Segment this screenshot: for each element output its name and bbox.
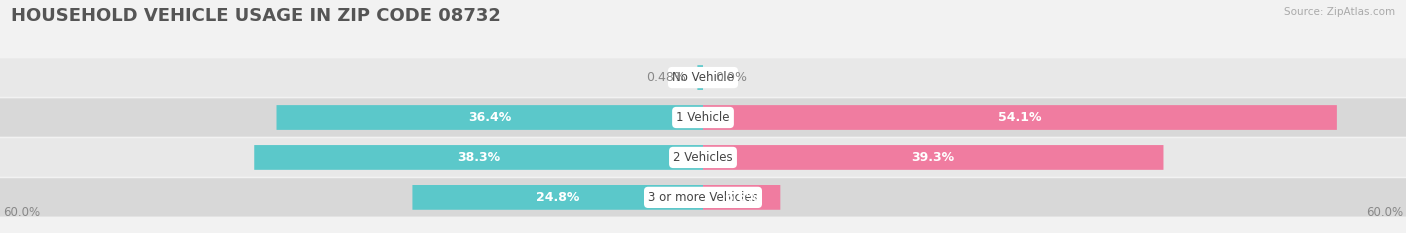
Text: 60.0%: 60.0% [1367,206,1403,219]
Text: 2 Vehicles: 2 Vehicles [673,151,733,164]
FancyBboxPatch shape [412,185,703,210]
FancyBboxPatch shape [254,145,703,170]
Text: HOUSEHOLD VEHICLE USAGE IN ZIP CODE 08732: HOUSEHOLD VEHICLE USAGE IN ZIP CODE 0873… [11,7,501,25]
Text: 60.0%: 60.0% [3,206,39,219]
FancyBboxPatch shape [703,105,1337,130]
Text: No Vehicle: No Vehicle [672,71,734,84]
Text: 0.0%: 0.0% [714,71,747,84]
Text: 38.3%: 38.3% [457,151,501,164]
Text: 54.1%: 54.1% [998,111,1042,124]
Text: 3 or more Vehicles: 3 or more Vehicles [648,191,758,204]
Text: 39.3%: 39.3% [911,151,955,164]
Text: 0.48%: 0.48% [645,71,686,84]
Text: 1 Vehicle: 1 Vehicle [676,111,730,124]
FancyBboxPatch shape [0,178,1406,216]
FancyBboxPatch shape [0,58,1406,97]
FancyBboxPatch shape [0,98,1406,137]
FancyBboxPatch shape [697,65,703,90]
FancyBboxPatch shape [703,145,1164,170]
FancyBboxPatch shape [277,105,703,130]
Text: 36.4%: 36.4% [468,111,512,124]
FancyBboxPatch shape [0,138,1406,177]
Text: 6.6%: 6.6% [724,191,759,204]
Text: Source: ZipAtlas.com: Source: ZipAtlas.com [1284,7,1395,17]
Text: 24.8%: 24.8% [536,191,579,204]
FancyBboxPatch shape [703,185,780,210]
